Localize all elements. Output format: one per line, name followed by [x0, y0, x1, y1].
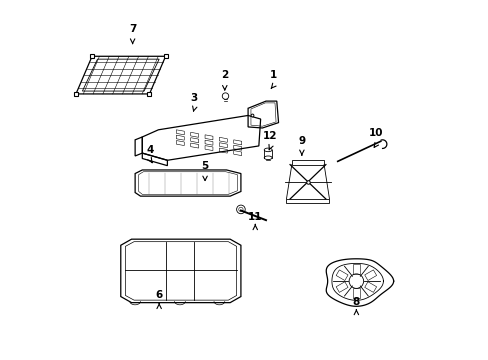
Text: 11: 11: [247, 212, 262, 222]
Text: 10: 10: [368, 129, 383, 138]
Text: 5: 5: [201, 161, 208, 171]
Text: 4: 4: [146, 144, 154, 154]
Text: 6: 6: [155, 291, 163, 301]
Text: 8: 8: [352, 297, 359, 307]
Text: 2: 2: [221, 70, 228, 80]
Text: 12: 12: [263, 131, 277, 141]
Text: 3: 3: [190, 93, 198, 103]
Text: 9: 9: [298, 136, 305, 146]
Text: 1: 1: [269, 70, 276, 80]
Text: 7: 7: [129, 24, 136, 35]
